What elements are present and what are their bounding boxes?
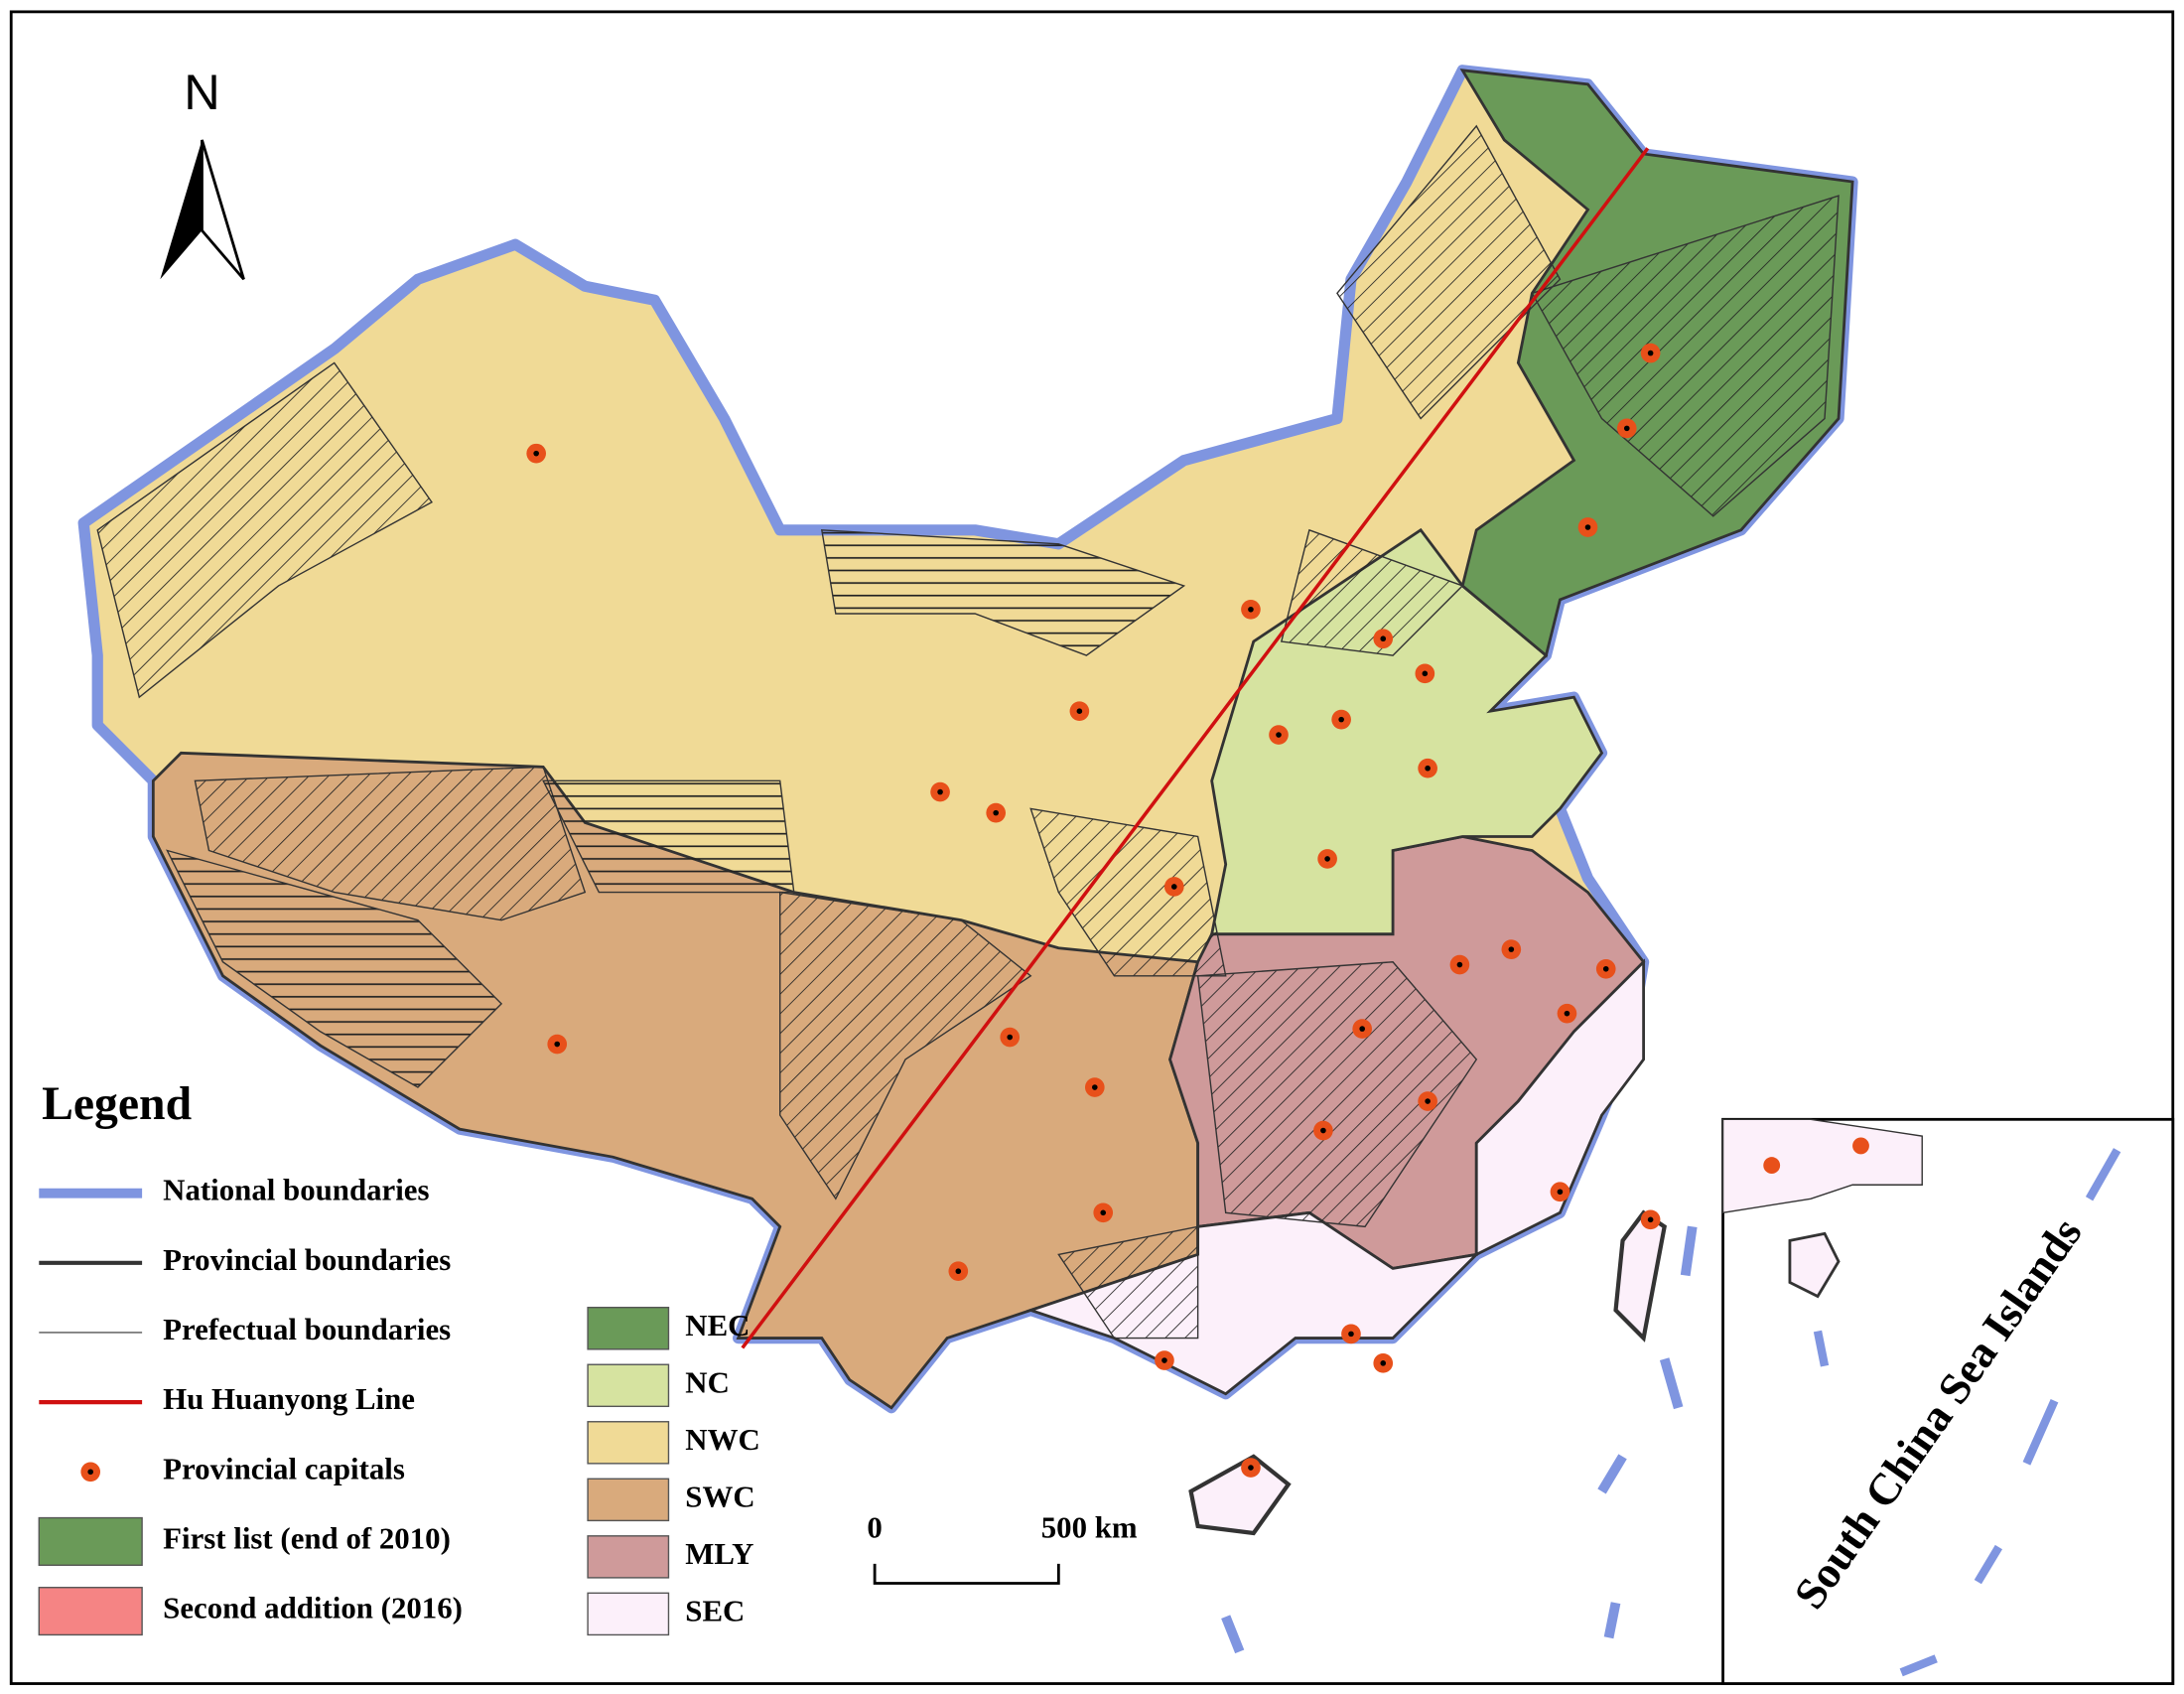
region-label: NWC <box>685 1423 759 1457</box>
legend-title: Legend <box>42 1077 192 1130</box>
capital-dot <box>1092 1084 1098 1090</box>
scale-distance: 500 km <box>1041 1510 1138 1544</box>
hatched-area <box>166 849 503 1088</box>
region-swatch <box>587 1307 670 1350</box>
hatched-area <box>542 779 795 894</box>
scale-bar: 0 500 km <box>867 1510 1138 1585</box>
capital-dot <box>1602 965 1609 972</box>
region-swatch <box>587 1421 670 1465</box>
legend-label: Second addition (2016) <box>163 1592 463 1625</box>
legend-swatch <box>38 1516 143 1566</box>
capital-dot <box>1647 350 1654 356</box>
taiwan <box>1613 1209 1667 1342</box>
capital-dot <box>1557 1189 1564 1196</box>
region-swatch <box>587 1592 670 1636</box>
capital-dot <box>1161 1357 1167 1363</box>
capital-dot <box>1456 961 1463 968</box>
hu-line <box>741 147 1650 1349</box>
legend-label: Prefectual boundaries <box>163 1313 451 1346</box>
hatched-area <box>96 361 433 699</box>
capital-dot <box>993 809 999 816</box>
hatched-area <box>820 529 1186 656</box>
capital-dot <box>533 450 539 457</box>
hatched-area <box>779 891 1032 1200</box>
region-swatch <box>587 1478 670 1522</box>
capital-dot <box>1100 1209 1107 1216</box>
hatched-area <box>1029 807 1227 977</box>
hatched-area <box>194 766 587 921</box>
legend-label: First list (end of 2010) <box>163 1522 451 1556</box>
capital-dot <box>1422 670 1429 677</box>
capital-dot <box>1647 1216 1654 1223</box>
capital-dot <box>1584 524 1591 530</box>
legend-swatch <box>38 1587 143 1636</box>
region-label: NC <box>685 1365 730 1399</box>
legend-swatch <box>87 1469 94 1476</box>
capital-dot <box>1425 765 1431 772</box>
capital-dot <box>1623 425 1630 432</box>
capital-dot <box>1076 708 1083 715</box>
capital-dot <box>1324 856 1330 862</box>
scale-zero: 0 <box>867 1510 882 1544</box>
hatched-area <box>1196 961 1478 1228</box>
capital-dot <box>1248 1465 1254 1471</box>
capital-dot <box>554 1041 561 1048</box>
capital-dot <box>1276 732 1282 738</box>
capital-dot <box>1508 946 1515 952</box>
capital-dot <box>1248 606 1254 613</box>
capital-dot <box>1170 884 1177 890</box>
capital-dot <box>1007 1034 1014 1041</box>
hatched-area <box>1280 528 1464 656</box>
hatched-area <box>1336 124 1562 420</box>
region-swatch <box>587 1363 670 1408</box>
capital-dot <box>1425 1098 1431 1104</box>
hatched-area <box>1057 1225 1199 1340</box>
capital-dot <box>1380 1360 1387 1366</box>
capital-dot <box>955 1268 962 1275</box>
capital-dot <box>1564 1010 1570 1017</box>
region-swatch <box>587 1535 670 1579</box>
north-arrow: N <box>160 64 245 281</box>
capital-dot <box>1359 1026 1365 1032</box>
capital-dot <box>1348 1331 1354 1338</box>
hatched-area <box>1531 195 1840 517</box>
legend-label: Hu Huanyong Line <box>163 1382 415 1416</box>
land <box>77 65 1858 1654</box>
region-label: NEC <box>685 1309 750 1342</box>
capital-dot <box>1320 1127 1326 1134</box>
maritime-line <box>1221 1225 1698 1654</box>
capital-dot <box>937 788 943 795</box>
region-label: SWC <box>685 1480 754 1513</box>
capitals <box>526 343 1661 1478</box>
legend-label: Provincial capitals <box>163 1452 405 1485</box>
region-label: SEC <box>685 1594 745 1627</box>
capital-dot <box>1338 716 1344 723</box>
capital-dot <box>1380 635 1387 642</box>
legend: Legend National boundaries Provincial bou… <box>38 1077 760 1636</box>
region-label: MLY <box>685 1537 753 1571</box>
inset: South China Sea Islands <box>1721 1117 2175 1685</box>
north-label: N <box>184 64 219 120</box>
legend-label: National boundaries <box>163 1174 429 1207</box>
legend-label: Provincial boundaries <box>163 1243 451 1277</box>
